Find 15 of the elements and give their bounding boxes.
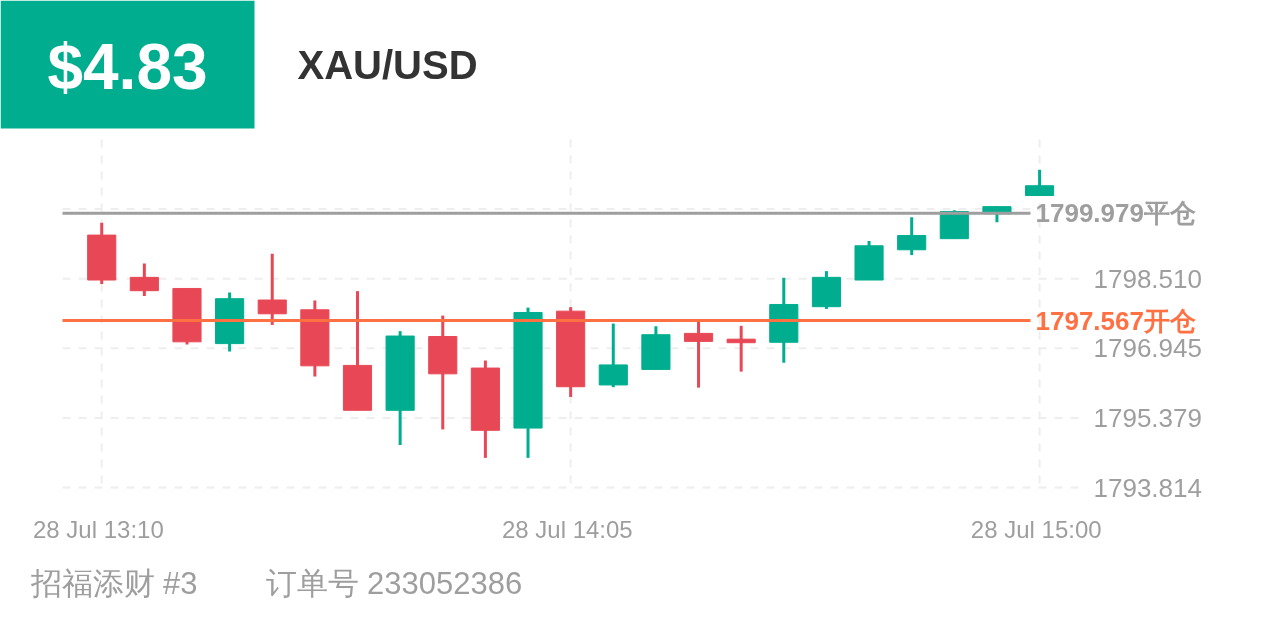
x-tick-label: 28 Jul 13:10 bbox=[33, 516, 164, 543]
chart-subtitle: XAU/USD bbox=[297, 42, 478, 87]
ref-line-label: 1799.979平仓 bbox=[1035, 198, 1196, 229]
text: 招福添财 #3 bbox=[29, 566, 198, 601]
candlestick bbox=[726, 324, 756, 372]
candlestick bbox=[683, 321, 714, 388]
x-tick-label: 28 Jul 14:05 bbox=[501, 516, 633, 543]
y-tick-label: 1793.814 bbox=[1093, 472, 1202, 503]
x-tick-label: 28 Jul 15:00 bbox=[970, 516, 1102, 543]
y-tick-label: 1795.379 bbox=[1093, 402, 1202, 433]
chart-title: $4.83 bbox=[47, 30, 208, 103]
text: 订单号 233052386 bbox=[265, 566, 523, 601]
ref-line-label: 1797.567开仓 bbox=[1035, 305, 1196, 336]
y-tick-label: 1796.945 bbox=[1093, 333, 1202, 364]
y-tick-label: 1798.510 bbox=[1093, 263, 1202, 294]
